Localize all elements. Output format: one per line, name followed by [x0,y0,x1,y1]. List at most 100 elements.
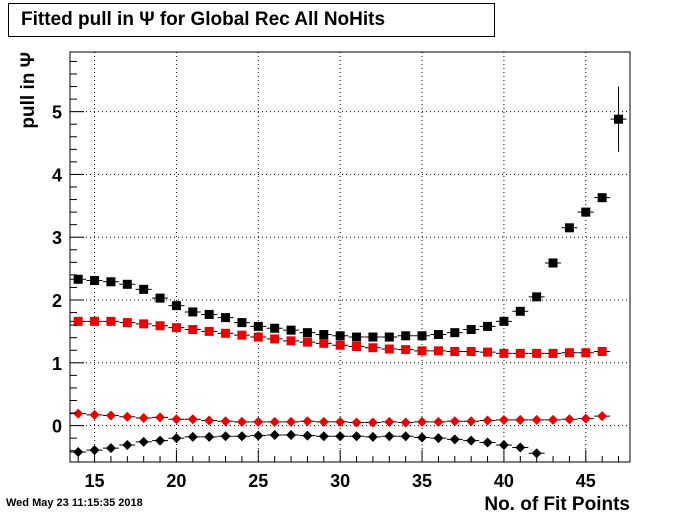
data-point-square [564,223,574,233]
data-point-diamond [138,413,149,424]
data-point-diamond [433,416,444,427]
data-point-square [548,258,558,268]
data-point-diamond [466,435,477,446]
data-point-diamond [384,431,395,442]
data-point-square [73,274,83,284]
series-3 [70,430,545,459]
data-point-diamond [597,411,608,422]
data-point-diamond [515,414,526,425]
data-point-square [122,318,132,328]
data-point-square [106,277,116,287]
chart-title-box: Fitted pull in Ψ for Global Rec All NoHi… [8,3,495,37]
x-tick-label: 15 [85,471,105,491]
data-point-square [139,319,149,329]
data-point-square [302,328,312,338]
data-point-square [221,328,231,338]
data-point-diamond [253,430,264,441]
series-1 [70,316,611,358]
data-point-square [335,340,345,350]
data-point-square [155,321,165,331]
data-point-square [270,334,280,344]
data-point-square [614,114,624,124]
data-point-square [270,323,280,333]
data-point-diamond [187,414,198,425]
data-point-diamond [515,442,526,453]
data-point-diamond [466,416,477,427]
data-point-square [302,337,312,347]
data-point-diamond [171,433,182,444]
x-tick-label: 20 [166,471,186,491]
data-point-square [384,332,394,342]
data-point-diamond [498,414,509,425]
data-point-diamond [482,437,493,448]
data-point-diamond [367,417,378,428]
data-point-diamond [318,431,329,442]
data-point-diamond [122,440,133,451]
y-tick-label: 0 [52,417,62,437]
data-point-diamond [335,431,346,442]
x-tick-label: 25 [248,471,268,491]
data-point-diamond [269,430,280,441]
data-point-diamond [335,416,346,427]
series-0 [70,86,627,342]
data-point-diamond [531,414,542,425]
data-point-diamond [548,414,559,425]
data-point-square [433,330,443,340]
x-axis-label: No. of Fit Points [484,494,630,514]
data-point-square [532,348,542,358]
data-point-square [171,301,181,311]
x-tick-label: 35 [412,471,432,491]
data-point-square [597,193,607,203]
data-point-diamond [89,409,100,420]
data-point-square [368,332,378,342]
data-point-square [155,293,165,303]
data-point-diamond [580,413,591,424]
x-tick-label: 30 [330,471,350,491]
data-point-diamond [204,415,215,426]
data-point-diamond [253,416,264,427]
data-point-square [171,323,181,333]
data-point-square [352,332,362,342]
data-point-diamond [171,414,182,425]
data-point-diamond [449,416,460,427]
data-point-diamond [367,431,378,442]
data-point-square [139,284,149,294]
data-point-square [548,348,558,358]
data-point-diamond [433,433,444,444]
y-tick-label: 5 [52,103,62,123]
data-point-diamond [286,416,297,427]
data-point-diamond [220,431,231,442]
data-point-square [319,330,329,340]
y-tick-label: 3 [52,228,62,248]
data-point-square [499,316,509,326]
data-point-square [204,309,214,319]
plot-frame [69,51,631,463]
data-point-square [483,347,493,357]
y-axis-label: pull in Ψ [18,52,39,129]
plot-border [69,51,631,463]
y-tick-label: 2 [52,291,62,311]
data-point-diamond [400,431,411,442]
x-tick-label: 45 [576,471,596,491]
data-point-square [352,341,362,351]
x-tick-label: 40 [494,471,514,491]
y-tick-label: 1 [52,354,62,374]
data-point-diamond [155,435,166,446]
data-point-diamond [73,446,84,457]
data-point-square [237,318,247,328]
data-point-diamond [269,416,280,427]
data-point-square [401,345,411,355]
data-point-diamond [105,410,116,421]
data-point-diamond [204,431,215,442]
footer-date: Wed May 23 11:15:35 2018 [6,497,143,509]
data-point-square [122,279,132,289]
data-point-diamond [73,408,84,419]
data-point-diamond [187,431,198,442]
data-point-square [221,313,231,323]
data-point-square [581,348,591,358]
data-point-diamond [417,432,428,443]
data-point-diamond [236,431,247,442]
data-point-square [286,336,296,346]
